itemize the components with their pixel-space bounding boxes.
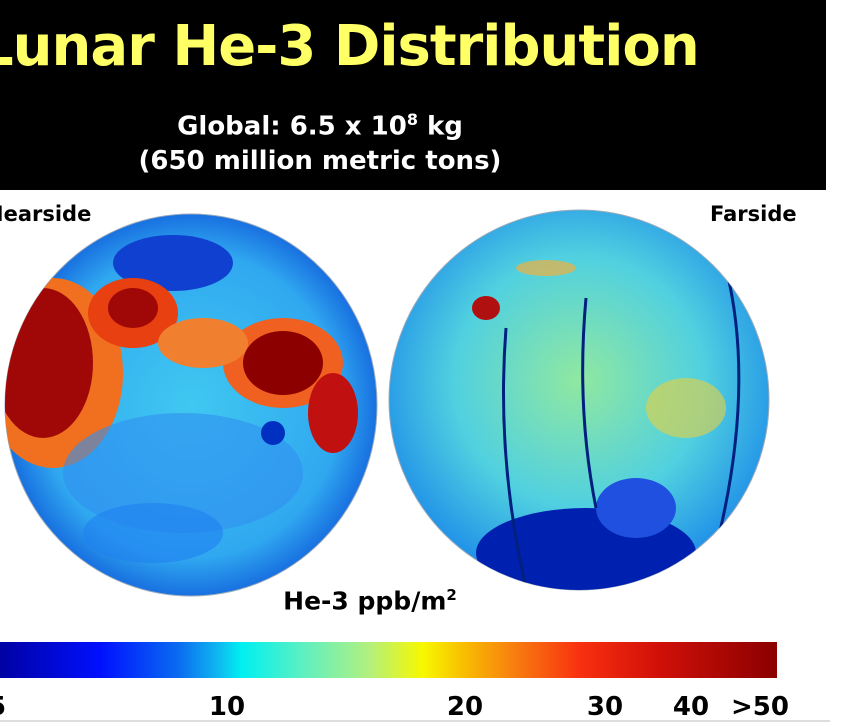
nearside-map [4,213,378,597]
units-exponent: 2 [446,586,457,604]
farside-label: Farside [710,202,797,226]
global-total: Global: 6.5 x 108 kg [0,110,640,142]
global-total-tons: (650 million metric tons) [138,146,502,176]
colorbar-tick-10: 10 [208,692,246,722]
colorbar-units: He-3 ppb/m2 [0,586,740,615]
colorbar-tick-30: 30 [586,692,624,722]
units-text: He-3 ppb/m [283,586,447,616]
global-total-unit: kg [417,111,463,142]
colorbar-tick-20: 20 [446,692,484,722]
colorbar-tick-40: 40 [672,692,710,722]
colorbar [0,642,777,678]
farside-regions [472,260,741,590]
global-total-exponent: 8 [406,110,418,129]
slide-title: Lunar He-3 Distribution [0,14,700,79]
divider [0,720,830,722]
nearside-label: Nearside [0,202,92,226]
colorbar-tick-50plus: >50 [731,692,789,722]
global-total-text: Global: 6.5 x 10 [177,111,407,142]
farside-map [388,209,770,591]
title-banner: Lunar He-3 Distribution Global: 6.5 x 10… [0,0,826,190]
colorbar-tick-5: 5 [0,694,6,720]
